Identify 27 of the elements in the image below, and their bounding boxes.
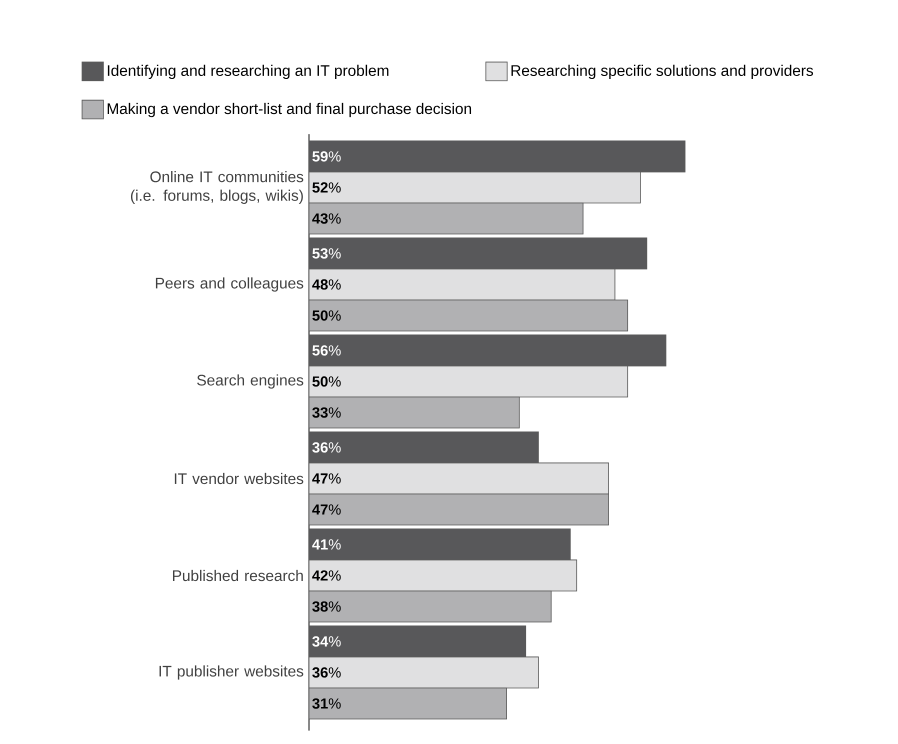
data-label: 59% <box>312 151 341 162</box>
data-label: 33% <box>312 407 341 418</box>
y-tick-label: Peers and colleagues <box>156 277 304 292</box>
data-label: 50% <box>312 376 341 387</box>
data-label: 41% <box>312 539 341 550</box>
data-label: 47% <box>312 504 341 515</box>
data-label: 38% <box>312 601 341 612</box>
data-label: 48% <box>312 279 341 290</box>
data-label: 42% <box>312 570 341 581</box>
y-tick-label: Published research <box>172 570 303 582</box>
legend-label: Researching specific solutions and providers <box>512 64 814 80</box>
data-label: 50% <box>312 310 341 321</box>
data-label: 47% <box>312 473 341 484</box>
data-label: 36% <box>312 442 341 453</box>
legend-label: Identifying and researching an IT problem <box>108 64 388 80</box>
legend-label: Making a vendor short-list and final purchase decision <box>108 102 472 118</box>
data-label: 43% <box>312 213 341 224</box>
y-tick-label: IT vendor websites <box>174 472 304 484</box>
data-label: 52% <box>312 182 341 193</box>
data-label: 56% <box>312 345 341 356</box>
data-label: 53% <box>312 248 341 259</box>
data-label: 34% <box>312 636 341 647</box>
data-label: 36% <box>312 667 341 678</box>
y-tick-label: Online IT communities (i.e. forums, blogs, wikis) <box>130 170 304 204</box>
data-label: 31% <box>312 698 341 709</box>
y-tick-label: IT publisher websites <box>160 665 304 680</box>
y-tick-label: Search engines <box>197 374 304 389</box>
